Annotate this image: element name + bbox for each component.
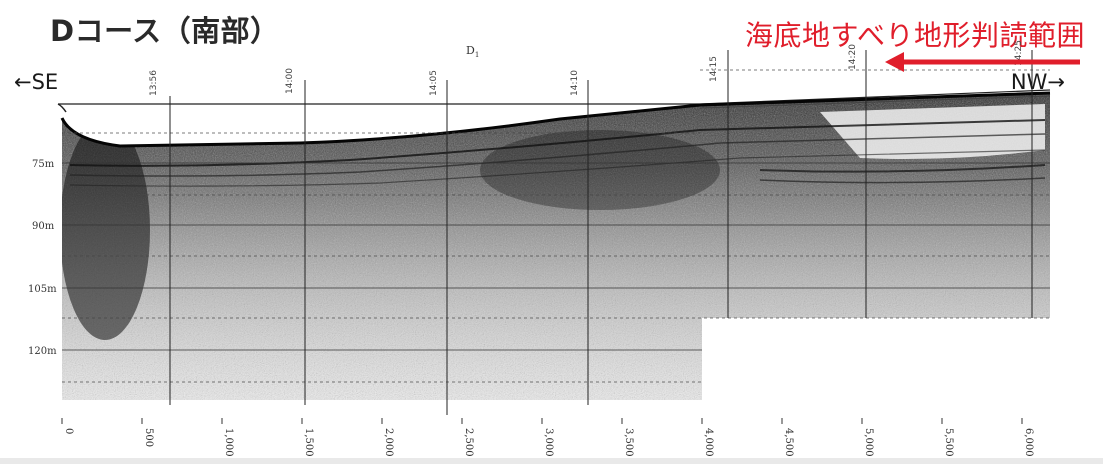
survey-line-main: D (466, 44, 475, 57)
distance-label: 2,500 (463, 428, 474, 457)
distance-labels: 0 500 1,000 1,500 2,000 2,500 3,000 3,50… (63, 428, 1034, 457)
depth-gridlines (62, 162, 1050, 351)
depth-labels: 75m 90m 105m 120m (28, 159, 57, 357)
distance-label: 3,000 (543, 428, 554, 457)
distance-label: 4,500 (783, 428, 794, 457)
distance-label: 1,500 (303, 428, 314, 457)
distance-label: 0 (63, 428, 74, 434)
range-arrow (885, 52, 1080, 72)
distance-label: 5,500 (943, 428, 954, 457)
depth-label: 75m (32, 159, 55, 170)
depth-label: 105m (28, 284, 57, 295)
distance-label: 500 (143, 428, 154, 447)
time-label: 14:20 (848, 44, 858, 70)
seismic-reflection-area (62, 92, 1050, 400)
time-label: 14:05 (429, 70, 439, 96)
time-label: 14:10 (570, 70, 580, 96)
survey-line-sub: 1 (474, 51, 480, 60)
distance-label: 6,000 (1023, 428, 1034, 457)
distance-label: 3,500 (623, 428, 634, 457)
survey-line-label: D1 (466, 44, 479, 59)
distance-label: 1,000 (223, 428, 234, 457)
bottom-strip (0, 458, 1103, 464)
depth-label: 120m (28, 346, 57, 357)
page-title: Dコース（南部） (50, 14, 280, 48)
time-label: 14:25 (1014, 40, 1024, 66)
time-labels: 13:56 14:00 14:05 14:10 14:15 14:20 14:2… (149, 40, 1024, 96)
landslide-range-label: 海底地すべり地形判読範囲 (744, 19, 1085, 52)
time-mark-lines (169, 50, 1033, 415)
distance-label: 2,000 (383, 428, 394, 457)
distance-label: 4,000 (703, 428, 714, 457)
direction-se-label: ←SE (14, 70, 59, 94)
time-label: 14:00 (285, 68, 295, 94)
distance-label: 5,000 (863, 428, 874, 457)
time-label: 14:15 (709, 56, 719, 82)
depth-label: 90m (32, 221, 55, 232)
time-label: 13:56 (149, 70, 159, 96)
